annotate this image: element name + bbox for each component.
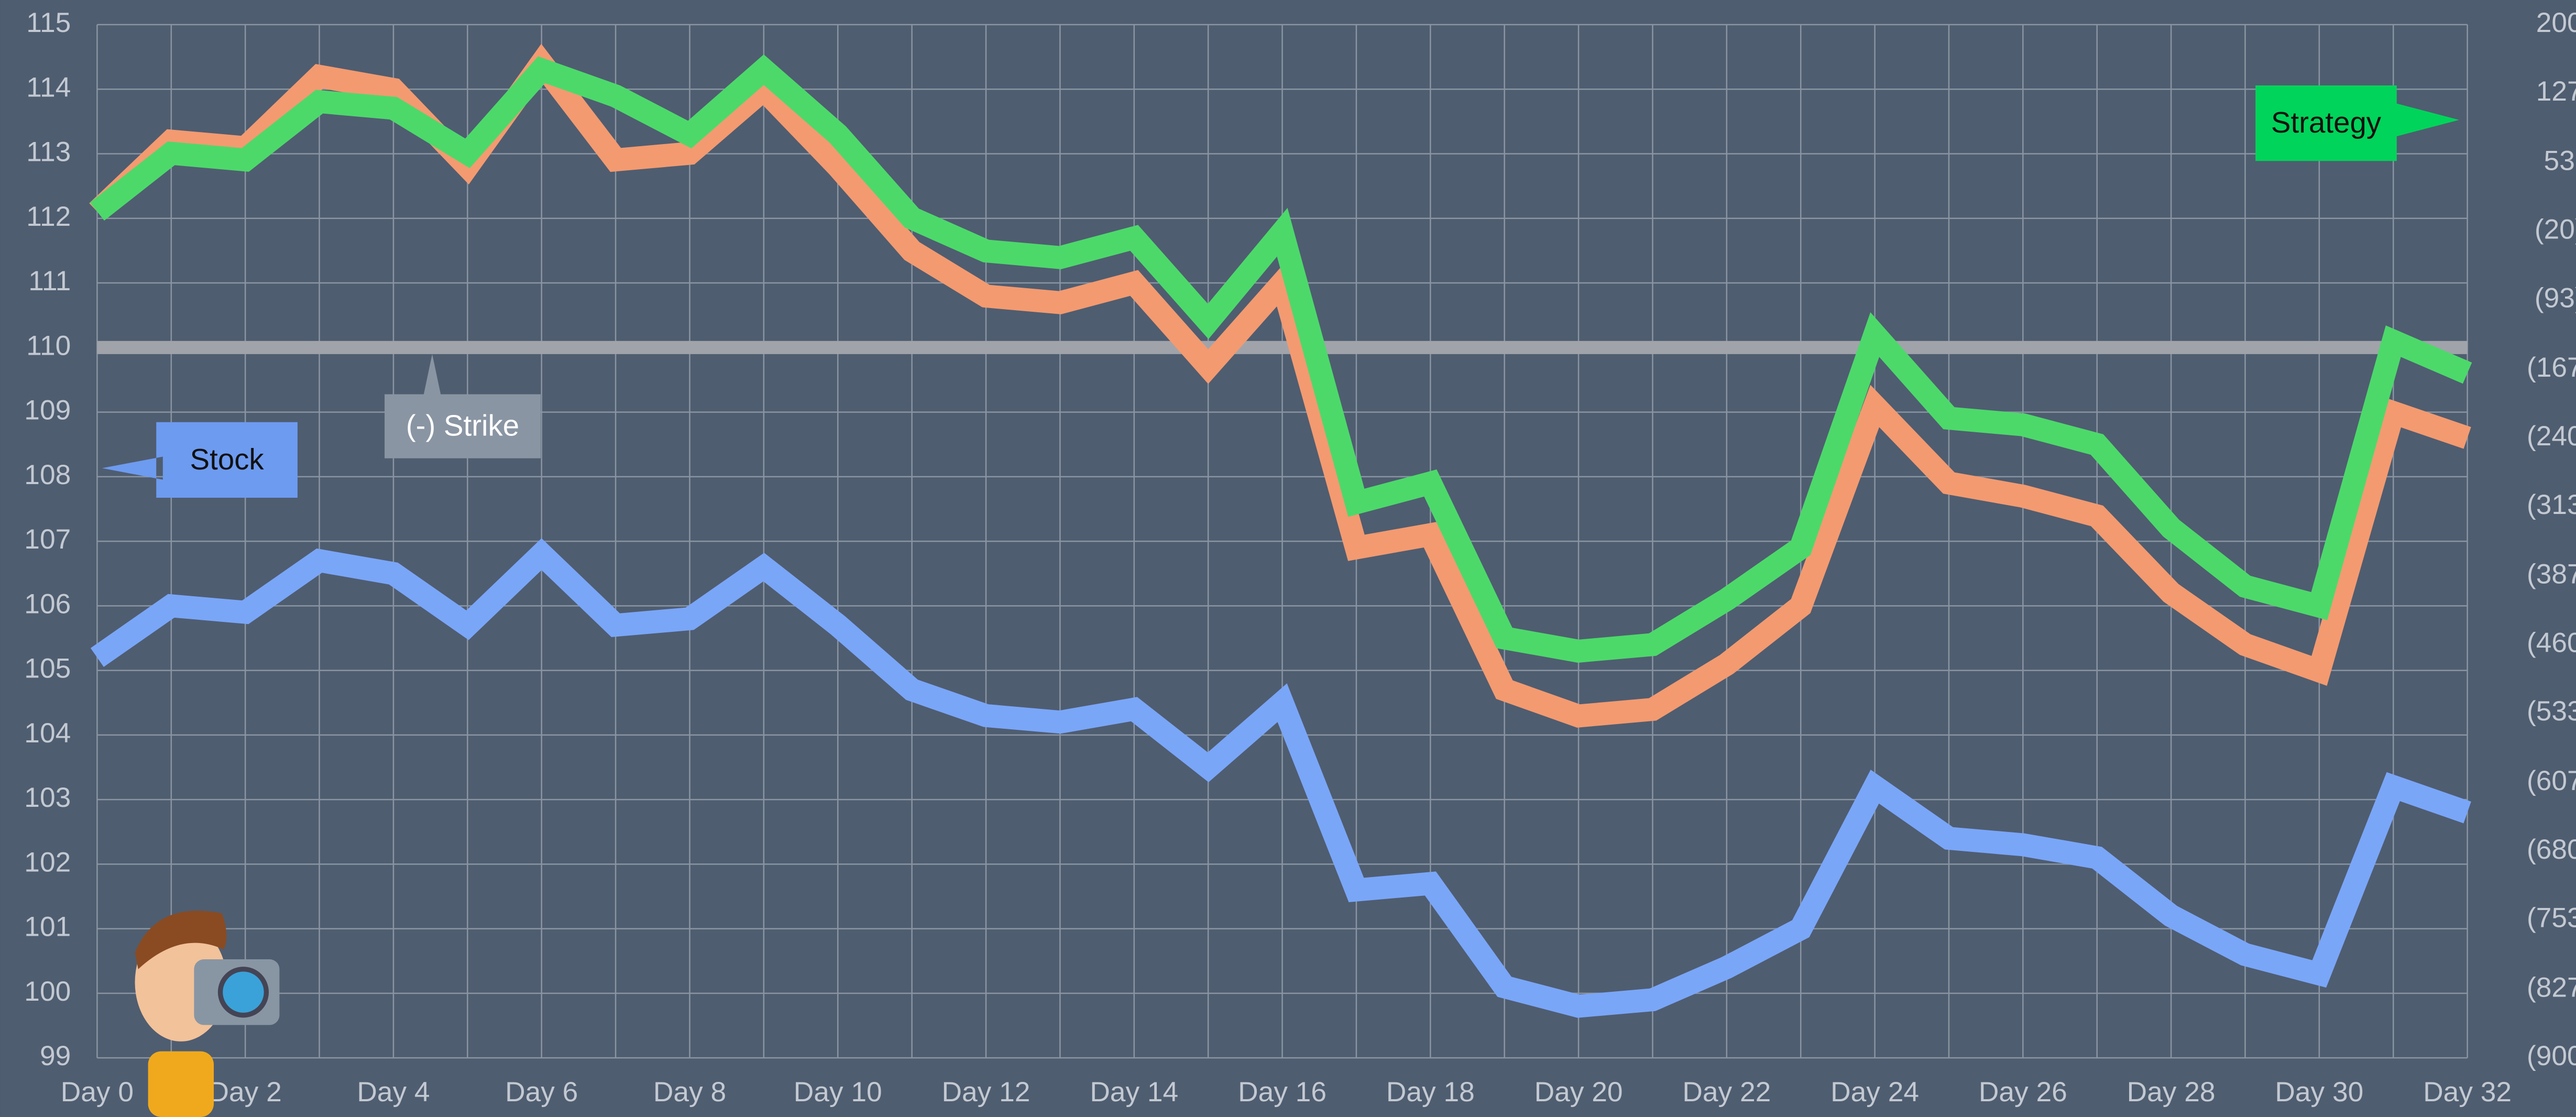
y-tick-label: 109 bbox=[24, 395, 71, 426]
x-tick-label: Day 20 bbox=[1534, 1077, 1623, 1108]
y2-tick-label: (680) bbox=[2527, 834, 2576, 865]
y-tick-label: 106 bbox=[24, 588, 71, 619]
x-tick-label: Day 0 bbox=[61, 1077, 134, 1108]
y2-tick-label: (460) bbox=[2527, 627, 2576, 658]
y2-tick-label: (900) bbox=[2527, 1041, 2576, 1071]
x-tick-label: Day 16 bbox=[1238, 1077, 1327, 1108]
y2-tick-label: 53 bbox=[2544, 146, 2575, 177]
x-tick-label: Day 32 bbox=[2423, 1077, 2512, 1108]
y2-tick-label: (753) bbox=[2527, 903, 2576, 934]
y2-tick-label: (20) bbox=[2535, 214, 2576, 245]
y2-tick-label: (167) bbox=[2527, 352, 2576, 383]
strategy-callout-label: Strategy bbox=[2271, 106, 2382, 139]
y-tick-label: 114 bbox=[26, 72, 71, 103]
x-tick-label: Day 12 bbox=[942, 1077, 1031, 1108]
y-tick-label: 105 bbox=[24, 653, 71, 684]
y-tick-label: 115 bbox=[26, 7, 71, 38]
y-tick-label: 99 bbox=[40, 1041, 71, 1071]
y2-tick-label: (607) bbox=[2527, 765, 2576, 796]
y-tick-label: 112 bbox=[26, 201, 71, 232]
strike-callout-label: (-) Strike bbox=[406, 409, 519, 442]
y-tick-label: 100 bbox=[24, 976, 71, 1007]
y-tick-label: 111 bbox=[28, 266, 71, 297]
chart: 99 100 101 102 103 104 105 106 107 108 109 110 111 11… bbox=[0, 0, 2576, 1117]
x-tick-label: Day 10 bbox=[794, 1077, 882, 1108]
x-tick-label: Day 8 bbox=[653, 1077, 726, 1108]
x-tick-label: Day 2 bbox=[209, 1077, 282, 1108]
x-tick-label: Day 4 bbox=[357, 1077, 430, 1108]
y-tick-label: 102 bbox=[24, 847, 71, 878]
y2-tick-label: (533) bbox=[2527, 696, 2576, 727]
y2-tick-label: (827) bbox=[2527, 972, 2576, 1003]
y-tick-label: 107 bbox=[24, 524, 71, 555]
background bbox=[0, 0, 2575, 1117]
y2-tick-label: (93) bbox=[2535, 282, 2576, 313]
x-tick-label: Day 18 bbox=[1386, 1077, 1475, 1108]
y-tick-label: 108 bbox=[24, 459, 71, 490]
y-tick-label: 103 bbox=[24, 782, 71, 813]
x-tick-label: Day 22 bbox=[1682, 1077, 1771, 1108]
x-tick-label: Day 24 bbox=[1830, 1077, 1919, 1108]
x-tick-label: Day 6 bbox=[505, 1077, 578, 1108]
y-tick-label: 104 bbox=[24, 718, 71, 749]
x-tick-label: Day 30 bbox=[2275, 1077, 2363, 1108]
x-tick-label: Day 26 bbox=[1979, 1077, 2067, 1108]
y2-tick-label: (240) bbox=[2527, 421, 2576, 452]
x-tick-label: Day 28 bbox=[2127, 1077, 2216, 1108]
stock-callout-label: Stock bbox=[190, 443, 265, 476]
x-tick-label: Day 14 bbox=[1090, 1077, 1178, 1108]
y-tick-label: 110 bbox=[26, 330, 71, 361]
y2-tick-label: 200 bbox=[2536, 7, 2576, 38]
y2-tick-label: (313) bbox=[2527, 489, 2576, 520]
y-tick-label: 101 bbox=[24, 912, 71, 943]
y2-tick-label: (387) bbox=[2527, 558, 2576, 589]
y-tick-label: 113 bbox=[26, 137, 71, 168]
y2-tick-label: 127 bbox=[2536, 76, 2576, 107]
